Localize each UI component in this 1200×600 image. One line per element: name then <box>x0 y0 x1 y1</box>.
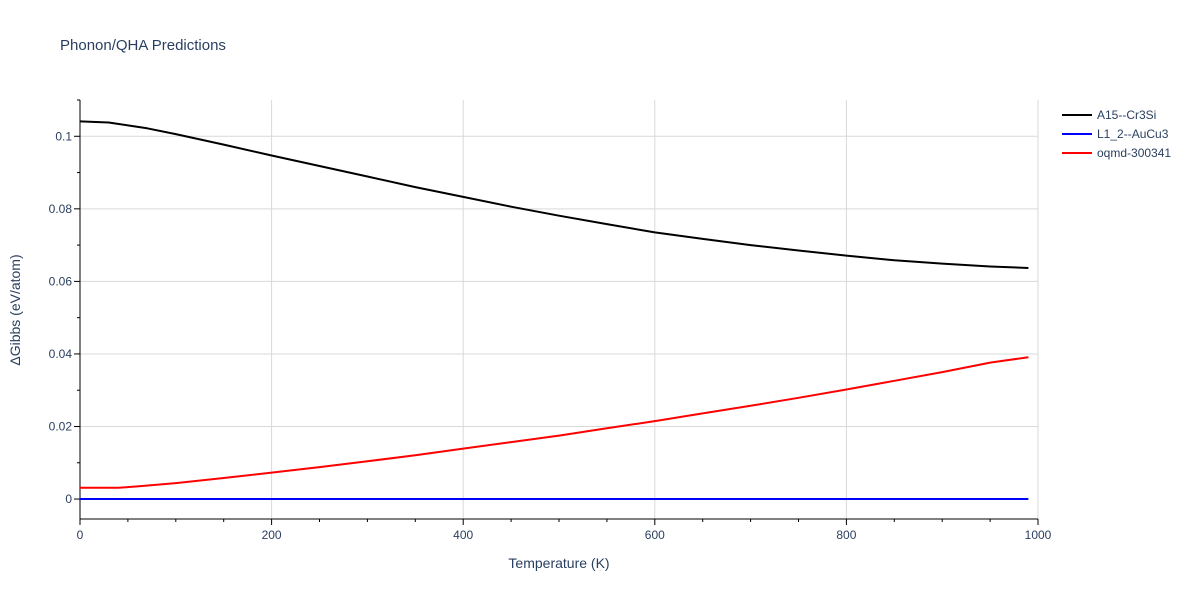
x-tick-label: 0 <box>77 528 84 542</box>
y-tick-label: 0.02 <box>49 419 73 433</box>
x-tick-label: 1000 <box>1025 528 1052 542</box>
x-axis-title: Temperature (K) <box>508 555 609 571</box>
series-line-oqmd-300341 <box>80 356 1029 489</box>
legend-item[interactable]: A15--Cr3Si <box>1062 108 1156 122</box>
legend-item[interactable]: L1_2--AuCu3 <box>1062 127 1169 141</box>
series-line-A15--Cr3Si <box>79 120 1029 269</box>
legend-item[interactable]: oqmd-300341 <box>1062 146 1171 160</box>
axes <box>74 99 1039 525</box>
grid-lines <box>80 100 1039 519</box>
tick-labels: 0 0.02 0.04 0.06 0.08 0.1 0 200 400 600 800 1000 <box>49 129 1052 542</box>
y-tick-label: 0 <box>65 492 72 506</box>
legend-label: L1_2--AuCu3 <box>1097 127 1169 141</box>
x-tick-label: 800 <box>836 528 856 542</box>
y-axis-title: ΔGibbs (eV/atom) <box>7 254 23 365</box>
x-tick-label: 600 <box>645 528 665 542</box>
y-tick-label: 0.1 <box>55 129 72 143</box>
legend[interactable]: A15--Cr3Si L1_2--AuCu3 oqmd-300341 <box>1062 108 1171 160</box>
x-tick-label: 200 <box>262 528 282 542</box>
plot-area <box>79 120 1029 500</box>
y-tick-label: 0.04 <box>49 347 73 361</box>
legend-label: A15--Cr3Si <box>1097 108 1156 122</box>
chart-title: Phonon/QHA Predictions <box>60 37 226 54</box>
y-tick-label: 0.08 <box>49 202 73 216</box>
x-tick-label: 400 <box>453 528 473 542</box>
y-tick-label: 0.06 <box>49 274 73 288</box>
legend-label: oqmd-300341 <box>1097 146 1171 160</box>
